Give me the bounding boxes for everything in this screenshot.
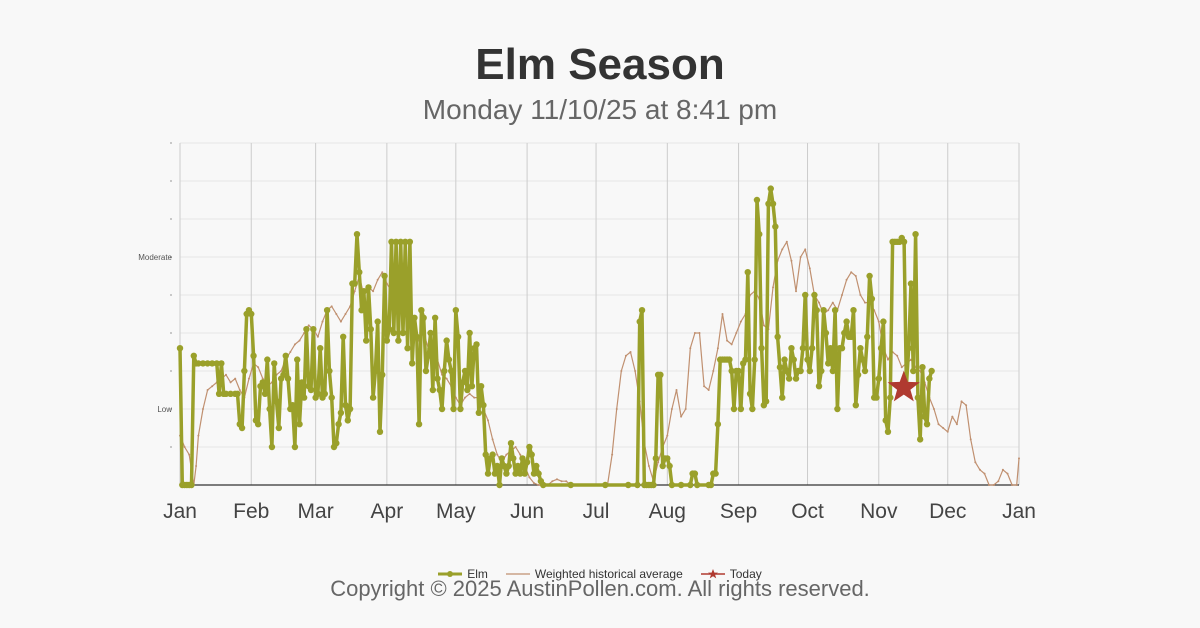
x-tick-label: Apr	[371, 500, 404, 523]
x-tick-label: Jun	[510, 500, 544, 523]
x-tick-label: Nov	[860, 500, 898, 523]
x-tick-label: Jan	[1002, 500, 1036, 523]
x-tick-label: Dec	[929, 500, 966, 523]
x-tick-label: Mar	[298, 500, 334, 523]
legend-item-elm[interactable]: Elm	[438, 567, 488, 581]
x-tick-label: Jul	[583, 500, 610, 523]
x-tick-label: Oct	[791, 500, 824, 523]
elm-series	[176, 185, 935, 489]
legend-label-today: Today	[729, 567, 762, 581]
elm-line-icon	[438, 571, 463, 577]
y-tick-label: Low	[157, 405, 172, 414]
legend-label-historical: Weighted historical average	[534, 567, 683, 581]
x-tick-label: Feb	[233, 500, 269, 523]
x-axis-labels: Jan Feb Mar Apr May Jun Jul Aug Sep Oct Nov Dec Jan	[163, 500, 1036, 523]
y-tick-label: Moderate	[138, 253, 172, 262]
x-tick-label: Sep	[720, 500, 757, 523]
legend-item-historical[interactable]: Weighted historical average	[505, 567, 683, 581]
legend-item-today[interactable]: Today	[700, 567, 762, 581]
today-star-icon	[887, 370, 920, 402]
legend-label-elm: Elm	[467, 567, 488, 581]
y-axis-labels: Low Moderate	[138, 253, 172, 414]
historical-line-icon	[505, 573, 530, 575]
today-marker	[887, 370, 920, 402]
chart-subtitle: Monday 11/10/25 at 8:41 pm	[422, 94, 778, 125]
copyright-notice: Copyright © 2025 AustinPollen.com. All r…	[330, 576, 870, 601]
star-icon	[700, 569, 725, 579]
chart-legend: Elm Weighted historical average Today	[0, 567, 1200, 581]
chart-title: Elm Season	[475, 40, 725, 89]
x-tick-label: May	[436, 500, 476, 523]
x-tick-label: Aug	[649, 500, 686, 523]
x-tick-label: Jan	[163, 500, 197, 523]
